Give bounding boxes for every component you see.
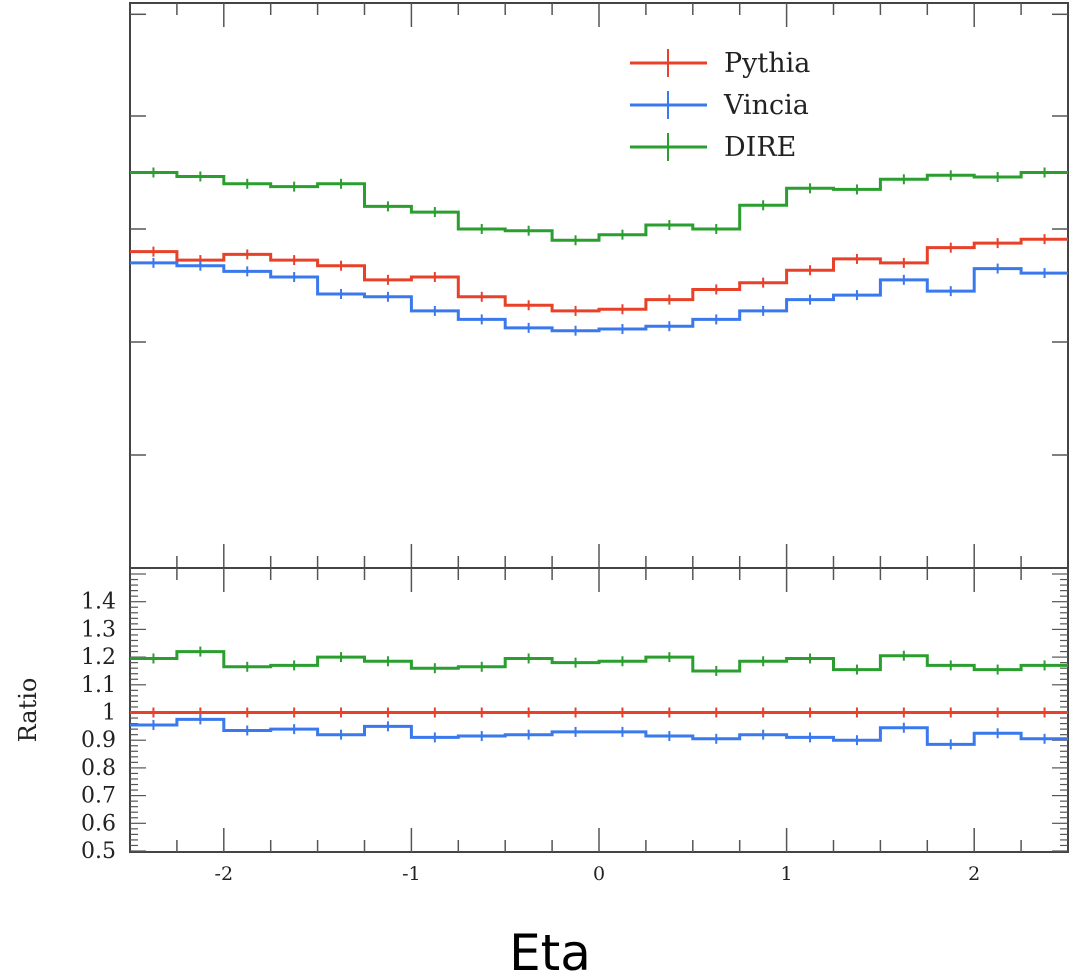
legend-label-dire: DIRE xyxy=(724,132,796,163)
main-series-pythia xyxy=(130,234,1068,316)
ratio-x-tick-label: -2 xyxy=(215,863,234,885)
ratio-y-tick-label: 1 xyxy=(102,701,116,726)
ratio-y-tick-label: 0.9 xyxy=(81,728,116,753)
ratio-y-tick-label: 1.4 xyxy=(81,590,116,615)
ratio-plot-frame xyxy=(129,567,1069,853)
ratio-x-tick-label: 0 xyxy=(593,863,605,885)
ratio-y-tick-label: 0.5 xyxy=(81,839,116,864)
ratio-series-group xyxy=(130,646,1068,750)
ratio-y-tick-label: 1.2 xyxy=(81,645,116,670)
main-plot-panel xyxy=(129,2,1069,569)
main-series-dire xyxy=(130,167,1068,246)
ratio-axis-ticks xyxy=(130,568,1068,852)
legend-item-pythia: Pythia xyxy=(630,48,810,79)
legend-item-vincia: Vincia xyxy=(630,90,809,121)
ratio-x-tick-labels: -2 -1 0 1 2 xyxy=(215,863,981,885)
ratio-x-tick-label: 2 xyxy=(968,863,980,885)
ratio-y-tick-label: 1.3 xyxy=(81,617,116,642)
x-axis-title: Eta xyxy=(509,924,591,980)
ratio-vincia-line xyxy=(130,717,1068,746)
ratio-x-tick-label: 1 xyxy=(781,863,793,885)
main-axis-ticks xyxy=(130,3,1068,568)
legend: Pythia Vincia DIRE xyxy=(630,48,810,163)
ratio-series-vincia xyxy=(130,714,1068,750)
ratio-y-tick-label: 0.7 xyxy=(81,784,116,809)
ratio-x-tick-label: -1 xyxy=(402,863,421,885)
ratio-plot-panel: 1.41.31.21.110.90.80.70.60.5 -2 -1 0 1 2 Rat… xyxy=(14,567,1069,885)
legend-item-dire: DIRE xyxy=(630,132,796,163)
main-series-group xyxy=(130,167,1068,336)
ratio-series-pythia xyxy=(130,707,1068,718)
main-dire-line xyxy=(130,171,1068,242)
legend-label-vincia: Vincia xyxy=(723,90,809,121)
ratio-y-tick-label: 1.1 xyxy=(81,673,116,698)
ratio-y-tick-label: 0.8 xyxy=(81,756,116,781)
ratio-y-tick-label: 0.6 xyxy=(81,811,116,836)
main-vincia-line xyxy=(130,261,1068,333)
ratio-y-tick-labels: 1.41.3 1.2 1.1 10.9 0.8 0.70.6 0.5 xyxy=(81,590,116,864)
ratio-y-axis-title: Ratio xyxy=(14,678,42,743)
main-series-vincia xyxy=(130,257,1068,336)
legend-label-pythia: Pythia xyxy=(724,48,810,79)
ratio-series-dire xyxy=(130,646,1068,676)
ratio-dire-line xyxy=(130,650,1068,673)
